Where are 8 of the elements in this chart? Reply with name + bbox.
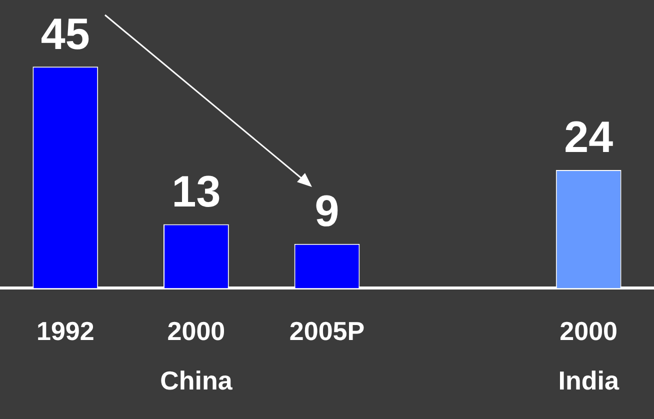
data-label: 9 (314, 187, 340, 236)
data-label: 24 (564, 113, 614, 162)
x-tick-label: 1992 (36, 316, 94, 346)
x-tick-label: 2000 India (558, 316, 620, 396)
x-tick-label: 2000 China (160, 316, 233, 396)
data-label: 45 (40, 10, 90, 59)
x-tick-label: 2005P (289, 316, 365, 346)
data-label: 13 (172, 167, 221, 216)
